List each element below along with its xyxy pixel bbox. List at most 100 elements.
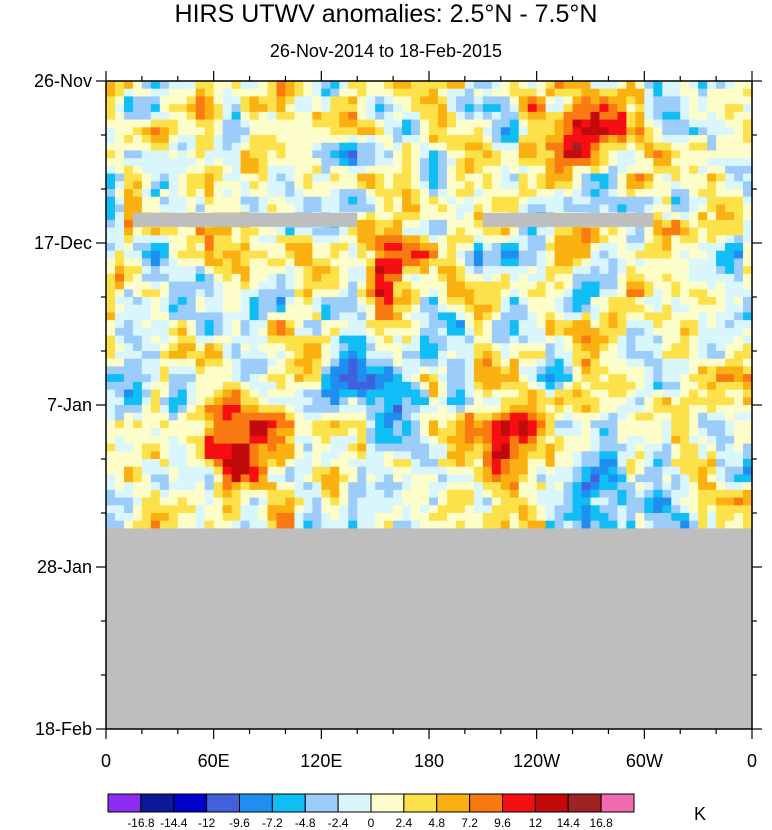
field-cell — [258, 497, 269, 506]
field-cell — [402, 505, 412, 514]
field-cell — [716, 250, 726, 260]
field-cell — [473, 235, 484, 244]
field-cell — [114, 428, 125, 437]
field-cell — [527, 243, 538, 252]
field-cell — [375, 335, 385, 344]
field-cell — [276, 189, 287, 198]
field-cell — [734, 104, 744, 113]
field-cell — [725, 381, 735, 391]
field-cell — [123, 212, 134, 221]
field-cell — [599, 196, 610, 206]
field-cell — [321, 397, 331, 406]
field-cell — [429, 297, 439, 306]
field-cell — [680, 381, 690, 391]
field-cell — [626, 196, 636, 206]
field-cell — [321, 204, 331, 213]
field-cell — [527, 127, 538, 136]
field-cell — [366, 150, 376, 159]
field-cell — [581, 111, 592, 121]
field-cell — [402, 266, 412, 275]
field-cell — [159, 258, 170, 267]
field-cell — [213, 312, 224, 321]
field-cell — [357, 459, 367, 468]
field-cell — [653, 358, 663, 368]
field-cell — [213, 88, 224, 98]
field-cell — [590, 196, 601, 206]
missing-data-segment — [132, 212, 358, 227]
field-cell — [644, 366, 654, 375]
field-cell — [321, 297, 331, 306]
field-cell — [420, 389, 430, 398]
field-cell — [106, 281, 116, 290]
field-cell — [437, 189, 448, 198]
field-cell — [312, 258, 322, 267]
field-cell — [348, 397, 358, 406]
field-cell — [114, 289, 125, 298]
field-cell — [213, 258, 224, 267]
field-cell — [123, 320, 134, 329]
field-cell — [231, 204, 242, 213]
field-cell — [500, 127, 511, 136]
field-cell — [743, 81, 753, 90]
field-cell — [204, 258, 215, 267]
field-cell — [303, 428, 313, 437]
field-cell — [177, 320, 188, 329]
field-cell — [384, 243, 394, 252]
field-cell — [249, 173, 260, 182]
field-cell — [195, 420, 206, 429]
field-cell — [339, 335, 349, 344]
field-cell — [500, 497, 511, 506]
field-cell — [743, 104, 753, 113]
field-cell — [716, 297, 726, 306]
field-cell — [473, 127, 484, 136]
field-cell — [141, 297, 152, 306]
field-cell — [321, 420, 331, 429]
field-cell — [671, 181, 681, 190]
field-cell — [267, 119, 278, 128]
field-cell — [357, 428, 367, 437]
field-cell — [689, 266, 699, 275]
field-cell — [114, 412, 125, 422]
field-cell — [285, 489, 296, 499]
field-cell — [222, 289, 233, 298]
field-cell — [743, 181, 753, 190]
field-cell — [195, 243, 206, 252]
field-cell — [429, 428, 439, 437]
field-cell — [114, 258, 125, 267]
field-cell — [464, 397, 475, 406]
field-cell — [204, 266, 215, 275]
field-cell — [734, 173, 744, 182]
field-cell — [716, 412, 726, 422]
field-cell — [159, 81, 170, 90]
field-cell — [509, 497, 520, 506]
field-cell — [231, 81, 242, 90]
field-cell — [330, 189, 340, 198]
field-cell — [429, 497, 439, 506]
field-cell — [213, 227, 224, 236]
field-cell — [446, 150, 457, 159]
field-cell — [635, 173, 645, 182]
field-cell — [411, 374, 421, 383]
field-cell — [689, 135, 699, 144]
field-cell — [150, 412, 161, 422]
field-cell — [141, 343, 152, 352]
field-cell — [276, 204, 287, 213]
field-cell — [106, 520, 116, 530]
field-cell — [213, 104, 224, 113]
field-cell — [330, 142, 340, 152]
field-cell — [330, 482, 340, 491]
field-cell — [482, 104, 493, 113]
field-cell — [743, 96, 753, 105]
field-cell — [455, 104, 466, 113]
field-cell — [249, 88, 260, 98]
field-cell — [482, 351, 493, 360]
field-cell — [707, 412, 717, 422]
field-cell — [599, 327, 610, 337]
field-cell — [303, 374, 313, 383]
field-cell — [114, 111, 125, 121]
field-cell — [707, 165, 717, 175]
field-cell — [123, 466, 134, 476]
field-cell — [285, 513, 296, 522]
field-cell — [177, 420, 188, 429]
field-cell — [653, 227, 663, 236]
